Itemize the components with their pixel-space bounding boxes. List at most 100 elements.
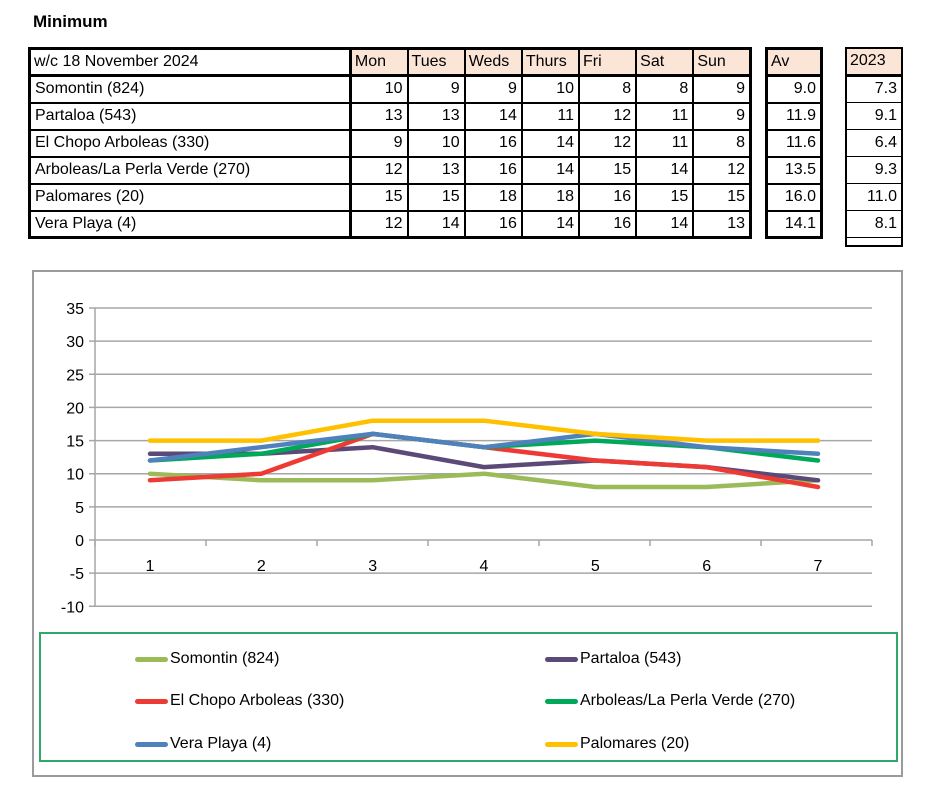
empty-cell (845, 236, 903, 247)
y-axis-tick-label: 0 (75, 533, 84, 550)
data-tables: w/c 18 November 2024 Mon Tues Weds Thurs Fri… (28, 47, 903, 247)
legend-series-label: Somontin (824) (170, 650, 280, 667)
value-cell: 9 (406, 74, 466, 104)
value-cell: 18 (520, 182, 581, 212)
value-cell: 11 (635, 128, 695, 158)
value-cell: 9 (463, 74, 523, 104)
header-row: w/c 18 November 2024 Mon Tues Weds Thurs Fri… (28, 47, 752, 77)
y-axis-tick-label: -10 (61, 599, 84, 616)
table-row: 8.1 (845, 209, 903, 238)
table-row: 13.5 (765, 155, 823, 185)
prev-year-cell: 6.4 (845, 128, 903, 157)
value-cell: 15 (692, 182, 752, 212)
table-row: Palomares (20) 15 15 18 18 16 15 15 (28, 182, 752, 212)
table-row: 11.9 (765, 101, 823, 131)
table-row: 6.4 (845, 128, 903, 157)
table-row (845, 236, 903, 247)
x-axis-tick-label: 6 (702, 558, 711, 575)
table-row: 16.0 (765, 182, 823, 212)
x-axis-tick-label: 1 (146, 558, 155, 575)
table-row: 11.0 (845, 182, 903, 211)
series-line (147, 471, 821, 490)
y-axis-tick-label: -5 (70, 566, 84, 583)
header-row: 2023 (845, 47, 903, 77)
day-header-weds: Weds (463, 47, 523, 77)
value-cell: 14 (520, 209, 581, 239)
legend-series-label: Vera Playa (4) (170, 735, 272, 752)
value-cell: 14 (463, 101, 523, 131)
week-label: w/c 18 November 2024 (28, 47, 352, 77)
value-cell: 11 (635, 101, 695, 131)
row-label: Vera Playa (4) (28, 209, 352, 239)
value-cell: 8 (577, 74, 638, 104)
average-cell: 14.1 (765, 209, 823, 239)
row-label: Somontin (824) (28, 74, 352, 104)
average-cell: 13.5 (765, 155, 823, 185)
row-label: Palomares (20) (28, 182, 352, 212)
table-row: Partaloa (543) 13 13 14 11 12 11 9 (28, 101, 752, 131)
table-row: 9.3 (845, 155, 903, 184)
table-row: 14.1 (765, 209, 823, 239)
value-cell: 8 (635, 74, 695, 104)
table-row: 9.1 (845, 101, 903, 130)
value-cell: 14 (635, 209, 695, 239)
prev-year-cell: 11.0 (845, 182, 903, 211)
table-row: Somontin (824) 10 9 9 10 8 8 9 (28, 74, 752, 104)
table-row: Vera Playa (4) 12 14 16 14 16 14 13 (28, 209, 752, 239)
y-axis-tick-label: 15 (66, 434, 84, 451)
value-cell: 16 (577, 182, 638, 212)
legend-series-label: Partaloa (543) (580, 650, 682, 667)
average-header: Av (765, 47, 823, 77)
legend-item: Vera Playa (4) (135, 734, 271, 754)
value-cell: 16 (577, 209, 638, 239)
x-axis-tick-label: 7 (814, 558, 823, 575)
legend-color-swatch (545, 698, 578, 704)
value-cell: 16 (463, 128, 523, 158)
value-cell: 15 (348, 182, 409, 212)
x-axis-tick-label: 3 (368, 558, 377, 575)
prev-year-cell: 9.1 (845, 101, 903, 130)
prev-year-cell: 7.3 (845, 74, 903, 103)
value-cell: 10 (348, 74, 409, 104)
series-line (147, 418, 821, 443)
line-chart: 35 30 25 20 15 10 5 0 -5 -10 1 2 3 4 5 6 7 Somontin (824… (32, 270, 903, 777)
section-title-minimum: Minimum (33, 12, 108, 31)
legend-series-label: El Chopo Arboleas (330) (170, 692, 345, 709)
average-cell: 11.9 (765, 101, 823, 131)
day-header-fri: Fri (577, 47, 638, 77)
day-header-sun: Sun (692, 47, 752, 77)
y-axis-tick-label: 30 (66, 334, 84, 351)
value-cell: 15 (635, 182, 695, 212)
legend-series-label: Arboleas/La Perla Verde (270) (580, 692, 796, 709)
value-cell: 13 (406, 101, 466, 131)
legend-item: El Chopo Arboleas (330) (135, 691, 344, 711)
table-row: 7.3 (845, 74, 903, 103)
value-cell: 12 (577, 128, 638, 158)
y-axis-tick-label: 10 (66, 467, 84, 484)
average-cell: 11.6 (765, 128, 823, 158)
x-axis-tick-label: 4 (480, 558, 489, 575)
week-data-table: w/c 18 November 2024 Mon Tues Weds Thurs Fri… (28, 47, 752, 239)
table-row: 11.6 (765, 128, 823, 158)
legend-color-swatch (545, 656, 578, 662)
y-axis-tick-label: 5 (75, 500, 84, 517)
chart-legend: Somontin (824) Partaloa (543) El Chopo Arb… (39, 632, 898, 762)
value-cell: 15 (406, 182, 466, 212)
table-row: El Chopo Arboleas (330) 9 10 16 14 12 11 8 (28, 128, 752, 158)
y-axis-tick-label: 20 (66, 400, 84, 417)
legend-item: Arboleas/La Perla Verde (270) (545, 691, 795, 711)
value-cell: 12 (348, 155, 409, 185)
prev-year-cell: 8.1 (845, 209, 903, 238)
header-row: Av (765, 47, 823, 77)
row-label: Arboleas/La Perla Verde (270) (28, 155, 352, 185)
value-cell: 8 (692, 128, 752, 158)
day-header-thurs: Thurs (520, 47, 581, 77)
legend-item: Somontin (824) (135, 649, 279, 669)
x-axis-tick-label: 5 (591, 558, 600, 575)
day-header-tues: Tues (406, 47, 466, 77)
value-cell: 15 (577, 155, 638, 185)
chart-plot-area: 35 30 25 20 15 10 5 0 -5 -10 1 2 3 4 5 6 7 (61, 301, 873, 616)
prev-year-table: 2023 7.3 9.1 6.4 9.3 11.0 8.1 (845, 47, 903, 247)
value-cell: 9 (692, 101, 752, 131)
